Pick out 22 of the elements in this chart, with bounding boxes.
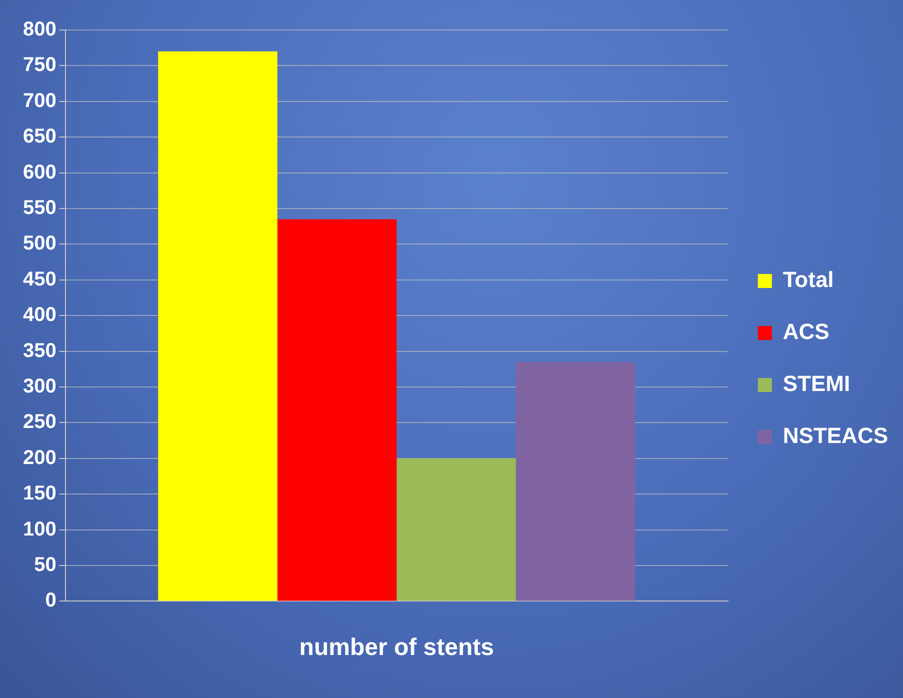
y-tick-label: 800 <box>22 18 56 41</box>
y-tick-label: 400 <box>22 304 56 326</box>
y-tick-label: 150 <box>22 482 56 505</box>
y-tick-label: 700 <box>22 90 56 112</box>
legend-label: NSTEACS <box>782 423 888 448</box>
legend-label: Total <box>782 267 834 292</box>
y-tick-label: 500 <box>22 232 56 255</box>
x-tick-label: number of stents <box>299 634 494 662</box>
y-tick-label: 200 <box>22 446 56 469</box>
y-tick-label: 550 <box>22 197 56 220</box>
y-tick-label: 50 <box>34 554 56 576</box>
y-tick-label: 750 <box>22 54 56 76</box>
y-tick-label: 300 <box>22 376 56 398</box>
y-tick-label: 350 <box>22 340 56 362</box>
legend-label: ACS <box>782 319 830 344</box>
legend-label: STEMI <box>782 371 850 396</box>
y-tick-label: 650 <box>22 126 56 148</box>
y-tick-label: 450 <box>22 268 56 290</box>
y-tick-label: 250 <box>22 411 56 434</box>
y-tick-label: 0 <box>45 590 56 612</box>
y-tick-label: 600 <box>22 161 56 184</box>
y-tick-label: 100 <box>22 518 56 540</box>
